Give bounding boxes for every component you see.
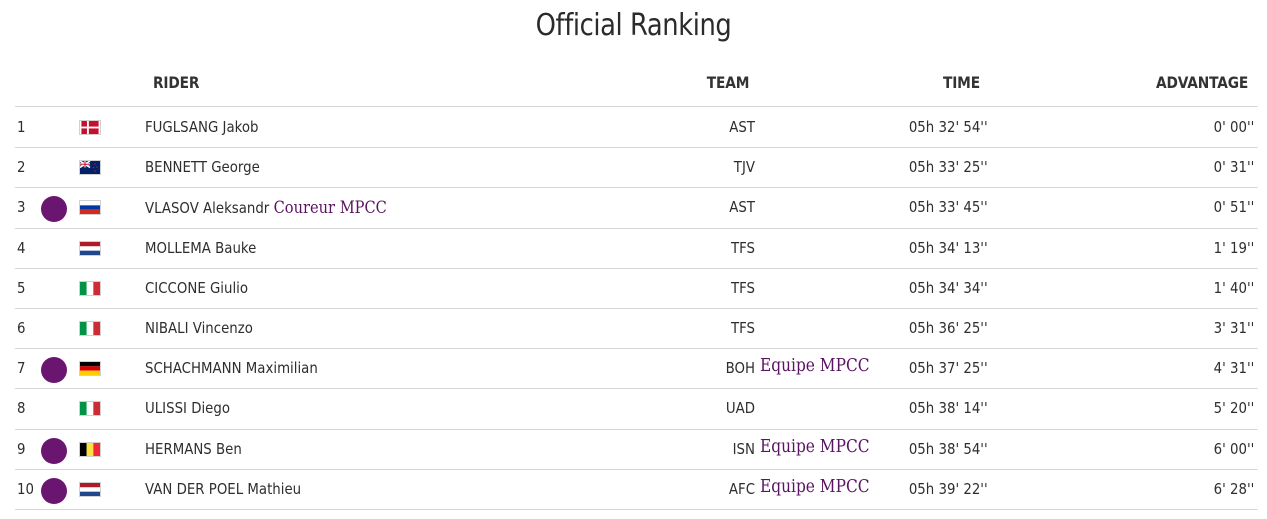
rank-position: 7	[17, 359, 26, 378]
belgium-flag-icon	[80, 442, 100, 456]
team-code[interactable]: AFC	[728, 479, 755, 498]
table-row[interactable]: 4 MOLLEMA Bauke TFS 05h 34' 13'' 1' 19''	[15, 229, 1258, 269]
rider-advantage: 5' 20''	[1213, 399, 1254, 418]
rider-advantage: 1' 19''	[1213, 238, 1254, 257]
rider-time: 05h 38' 54''	[909, 439, 988, 458]
rider-advantage: 4' 31''	[1213, 359, 1254, 378]
table-row[interactable]: 1 FUGLSANG Jakob AST 05h 32' 54'' 0' 00''	[15, 108, 1258, 149]
italy-flag-icon	[80, 281, 100, 295]
rider-time: 05h 34' 34''	[909, 278, 988, 297]
rider-time: 05h 33' 45''	[909, 198, 988, 217]
column-header-rider[interactable]: RIDER	[153, 73, 200, 92]
team-code[interactable]: TJV	[733, 158, 755, 177]
mpcc-badge-icon	[41, 477, 67, 504]
team-code[interactable]: AST	[729, 198, 755, 217]
rider-advantage: 0' 00''	[1213, 118, 1254, 136]
table-row[interactable]: 3 VLASOV Aleksandr Coureur MPCC AST 05h 33' …	[15, 188, 1258, 229]
rider-name-text: SCHACHMANN Maximilian	[145, 359, 318, 378]
rider-name[interactable]: CICCONE Giulio	[145, 279, 248, 297]
team-code[interactable]: BOH	[725, 359, 755, 378]
table-row[interactable]: 6 NIBALI Vincenzo TFS 05h 36' 25'' 3' 31''	[15, 309, 1258, 350]
rider-name-text: FUGLSANG Jakob	[145, 118, 259, 136]
rank-position: 5	[17, 278, 26, 297]
mpcc-badge-icon	[41, 437, 67, 464]
rank-position: 1	[17, 118, 26, 136]
rider-name[interactable]: ULISSI Diego	[145, 399, 230, 417]
rider-time: 05h 37' 25''	[909, 359, 988, 378]
rider-name-text: VLASOV Aleksandr	[145, 199, 270, 218]
rank-position: 6	[17, 318, 26, 337]
rider-time: 05h 32' 54''	[909, 118, 988, 136]
new-zealand-flag-icon	[80, 161, 100, 175]
rider-mpcc-label: Coureur MPCC	[273, 198, 387, 219]
italy-flag-icon	[80, 402, 100, 416]
rider-name[interactable]: VAN DER POEL Mathieu	[145, 480, 301, 498]
rank-position: 2	[17, 158, 26, 177]
rider-name-text: CICCONE Giulio	[145, 278, 249, 297]
rider-name[interactable]: BENNETT George	[145, 158, 260, 176]
rank-position: 3	[17, 198, 26, 217]
denmark-flag-icon	[80, 121, 100, 134]
rider-name-text: ULISSI Diego	[145, 399, 230, 418]
rider-name[interactable]: HERMANS Ben	[145, 440, 242, 458]
russia-flag-icon	[80, 201, 100, 215]
rank-position: 4	[17, 238, 26, 257]
netherlands-flag-icon	[80, 241, 100, 255]
column-header-advantage[interactable]: ADVANTAGE	[1155, 73, 1248, 92]
rider-time: 05h 39' 22''	[909, 479, 988, 498]
rider-name-text: MOLLEMA Bauke	[145, 238, 257, 257]
rank-position: 10	[17, 479, 34, 498]
table-header: RIDER TEAM TIME ADVANTAGE	[15, 64, 1258, 107]
team-mpcc-label: Equipe MPCC	[760, 356, 870, 377]
table-row[interactable]: 2 BENNETT George TJV 05h 33' 25'' 0' 31''	[15, 148, 1258, 189]
team-code[interactable]: TFS	[730, 318, 755, 337]
rider-advantage: 6' 28''	[1213, 479, 1254, 498]
rider-name-text: BENNETT George	[145, 158, 260, 177]
rider-name[interactable]: MOLLEMA Bauke	[145, 239, 256, 257]
mpcc-badge-icon	[41, 196, 67, 223]
column-header-team[interactable]: TEAM	[706, 73, 750, 92]
team-code[interactable]: TFS	[730, 238, 755, 257]
rider-advantage: 3' 31''	[1213, 318, 1254, 337]
rank-position: 8	[17, 399, 26, 418]
rider-advantage: 6' 00''	[1213, 439, 1254, 458]
page-title: Official Ranking	[535, 8, 732, 43]
rider-name[interactable]: SCHACHMANN Maximilian	[145, 359, 318, 377]
column-header-time[interactable]: TIME	[943, 73, 980, 92]
table-row[interactable]: 5 CICCONE Giulio TFS 05h 34' 34'' 1' 40''	[15, 269, 1258, 309]
team-code[interactable]: UAD	[725, 399, 755, 418]
rider-advantage: 1' 40''	[1213, 278, 1254, 297]
rider-time: 05h 33' 25''	[909, 158, 988, 177]
ranking-table-body: 1 FUGLSANG Jakob AST 05h 32' 54'' 0' 00'' 2 BE…	[15, 108, 1258, 510]
rider-name[interactable]: FUGLSANG Jakob	[145, 118, 259, 136]
rider-time: 05h 38' 14''	[909, 399, 988, 418]
mpcc-badge-icon	[41, 357, 67, 384]
table-row[interactable]: 8 ULISSI Diego UAD 05h 38' 14'' 5' 20''	[15, 389, 1258, 430]
table-row[interactable]: 9 HERMANS Ben ISN Equipe MPCC 05h 38' 54'' 6'…	[15, 430, 1258, 470]
team-mpcc-label: Equipe MPCC	[760, 476, 870, 497]
italy-flag-icon	[80, 321, 100, 335]
team-code[interactable]: TFS	[730, 278, 755, 297]
team-mpcc-label: Equipe MPCC	[760, 436, 870, 457]
netherlands-flag-icon	[80, 482, 100, 496]
rider-name[interactable]: NIBALI Vincenzo	[145, 319, 253, 337]
germany-flag-icon	[80, 362, 100, 376]
rank-position: 9	[17, 439, 26, 458]
rider-name-text: VAN DER POEL Mathieu	[145, 479, 302, 498]
rider-name[interactable]: VLASOV Aleksandr Coureur MPCC	[145, 198, 387, 218]
table-row[interactable]: 10 VAN DER POEL Mathieu AFC Equipe MPCC 05h …	[15, 470, 1258, 510]
rider-name-text: NIBALI Vincenzo	[145, 318, 253, 337]
team-code[interactable]: ISN	[732, 439, 755, 458]
rider-time: 05h 36' 25''	[909, 318, 988, 337]
rider-advantage: 0' 31''	[1213, 158, 1254, 177]
team-code[interactable]: AST	[729, 118, 755, 136]
rider-name-text: HERMANS Ben	[145, 439, 242, 458]
rider-time: 05h 34' 13''	[909, 238, 988, 257]
table-row[interactable]: 7 SCHACHMANN Maximilian BOH Equipe MPCC 05h …	[15, 349, 1258, 390]
rider-advantage: 0' 51''	[1213, 198, 1254, 217]
